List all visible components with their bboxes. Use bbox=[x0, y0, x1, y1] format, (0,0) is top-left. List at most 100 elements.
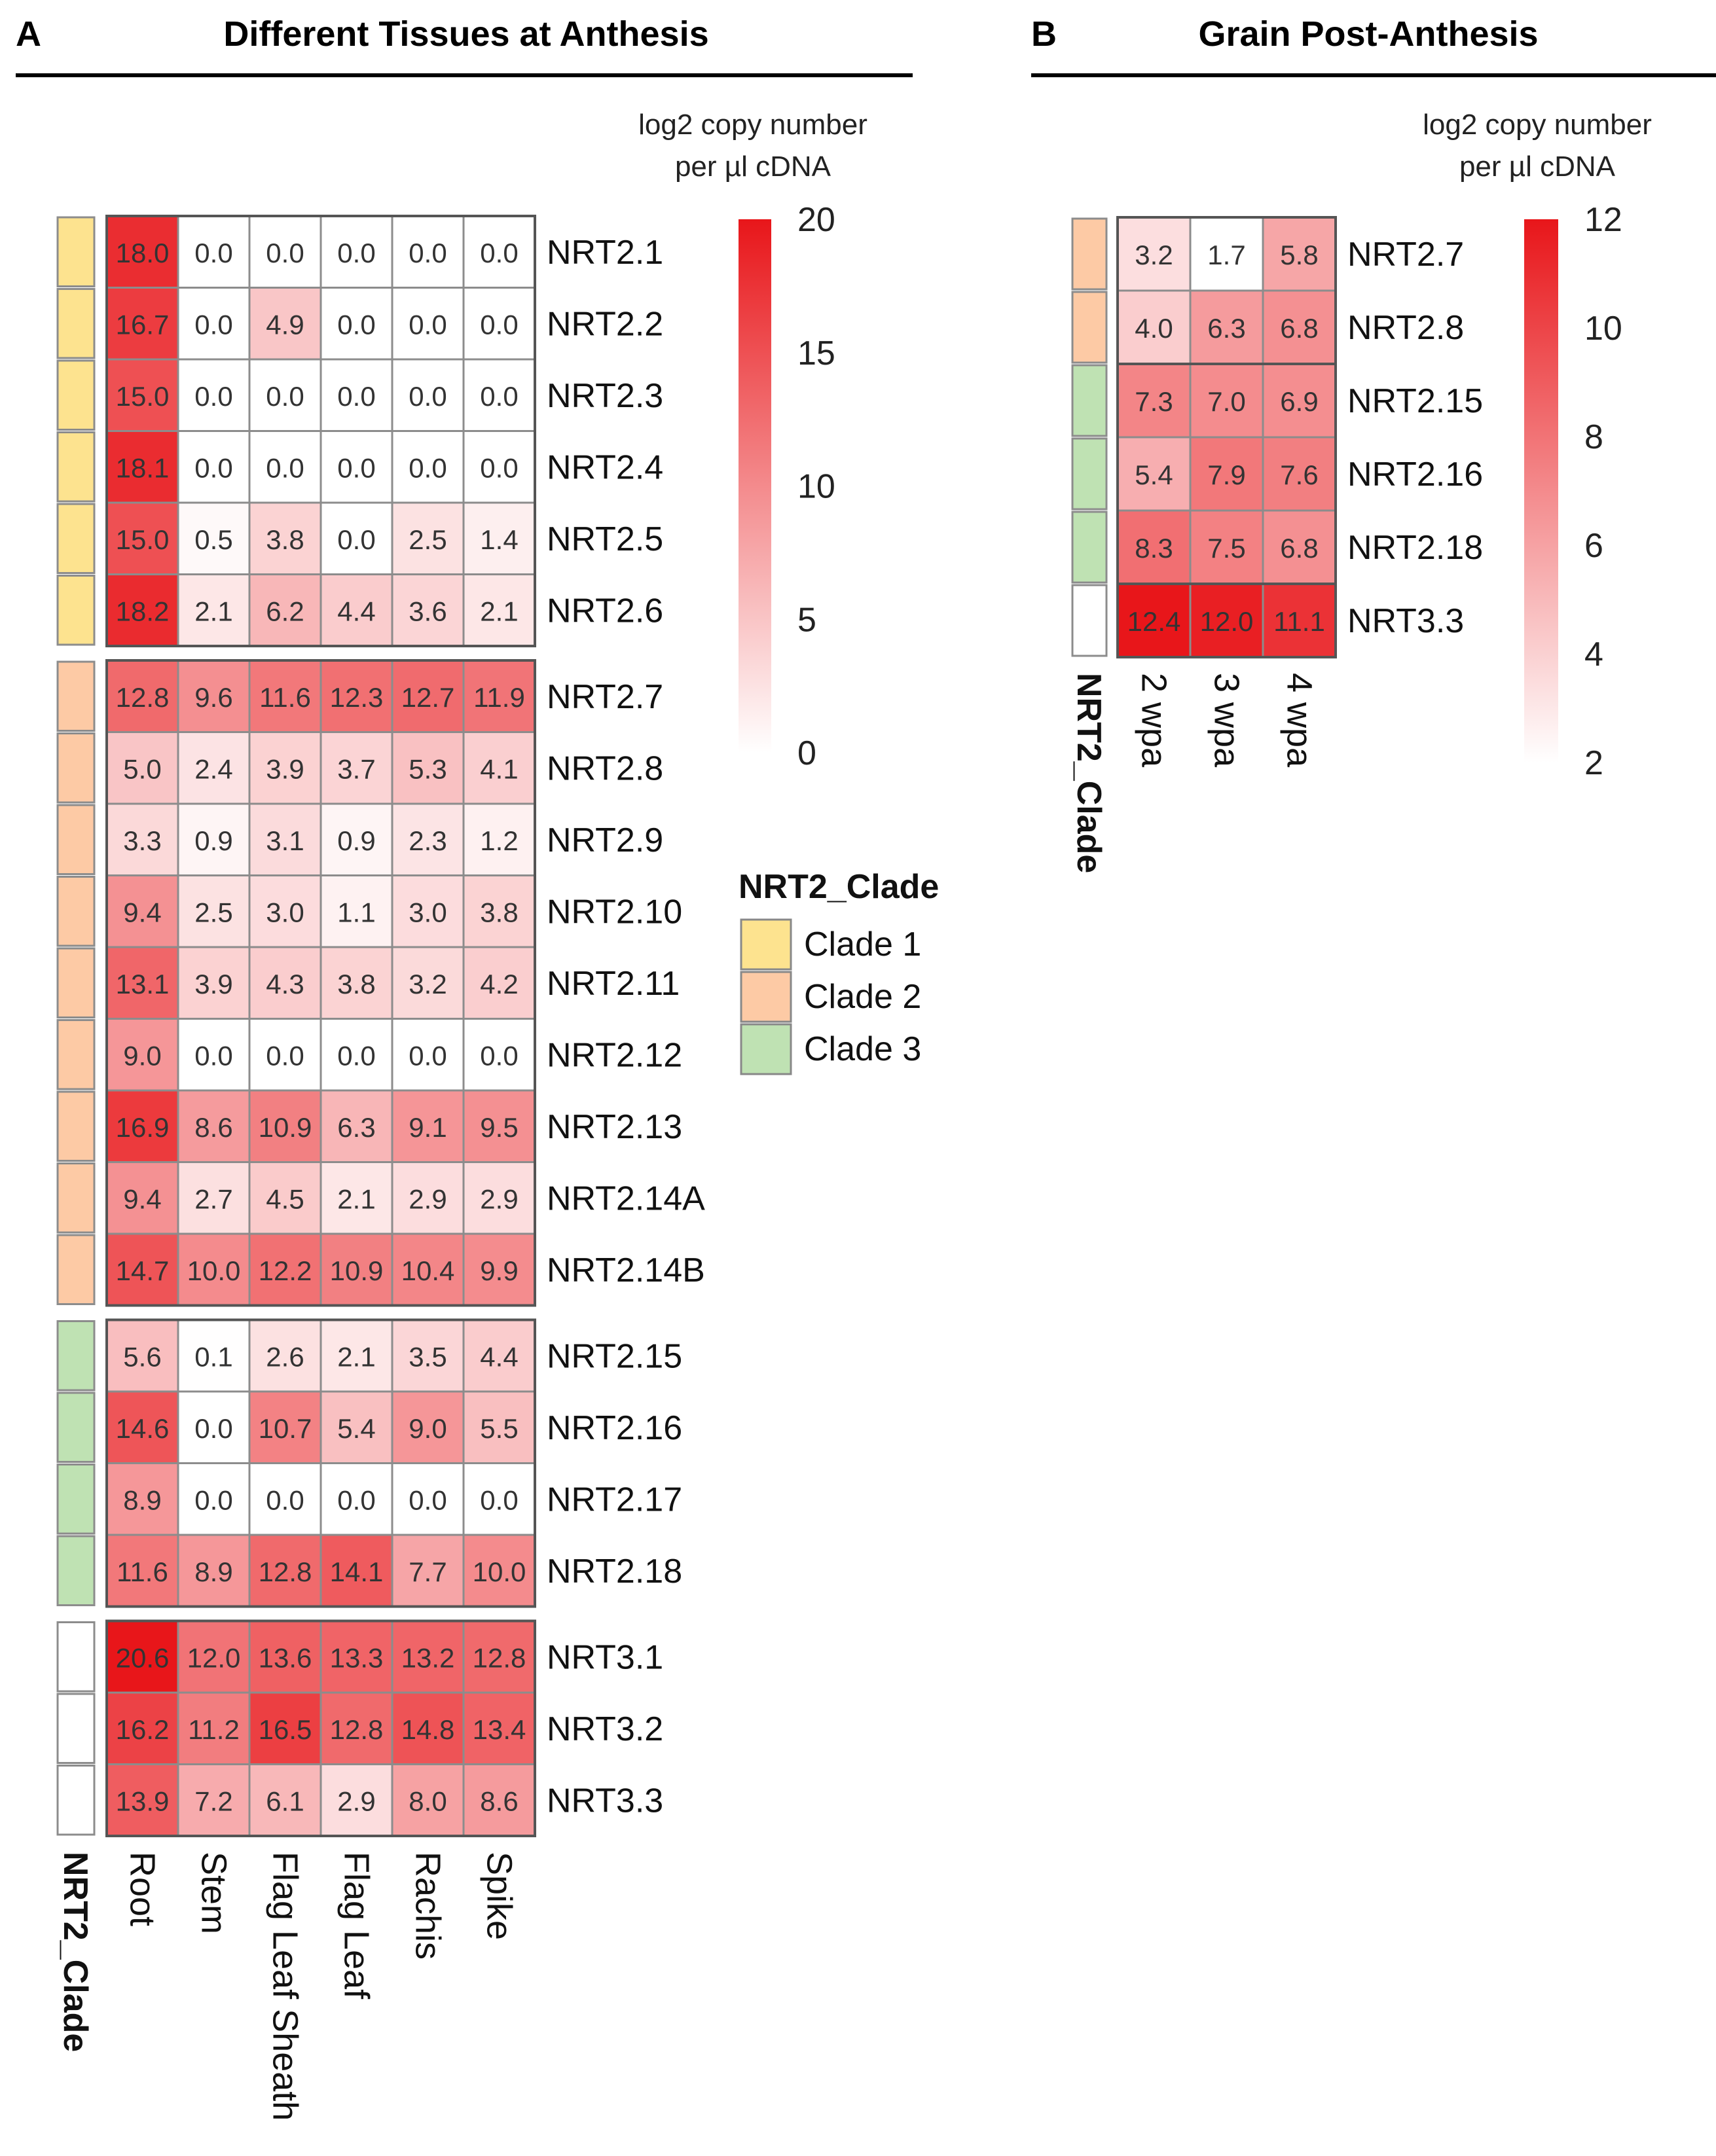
cell-value-label: 10.0 bbox=[187, 1255, 241, 1286]
cell-value-label: 6.3 bbox=[337, 1112, 375, 1143]
row-label: NRT2.10 bbox=[547, 893, 682, 931]
cell-value-label: 7.2 bbox=[194, 1786, 232, 1816]
heatmap-cell bbox=[462, 1691, 536, 1765]
clade-annotation-cell bbox=[56, 216, 96, 287]
cell-value-label: 1.2 bbox=[480, 825, 518, 856]
heatmap-cell bbox=[105, 287, 179, 361]
cell-value-label: 3.8 bbox=[266, 524, 304, 555]
cell-value-label: 10.9 bbox=[330, 1255, 384, 1286]
cell-value-label: 7.3 bbox=[1135, 386, 1173, 417]
clade-annotation-cell bbox=[1071, 511, 1108, 584]
clade-annotation-cell bbox=[56, 1234, 96, 1305]
clade-legend-swatch bbox=[740, 1023, 792, 1075]
heatmap-cell bbox=[105, 1691, 179, 1765]
heatmap-cell bbox=[391, 1691, 465, 1765]
cell-value-label: 7.9 bbox=[1207, 459, 1245, 490]
row-label: NRT2.7 bbox=[1347, 236, 1464, 274]
cell-value-label: 7.5 bbox=[1207, 533, 1245, 564]
cell-value-label: 0.0 bbox=[337, 238, 375, 268]
cell-value-label: 0.0 bbox=[409, 1040, 447, 1071]
row-label: NRT2.18 bbox=[1347, 529, 1483, 567]
cell-value-label: 2.5 bbox=[409, 524, 447, 555]
cell-value-label: 8.0 bbox=[409, 1786, 447, 1816]
row-label: NRT2.4 bbox=[547, 448, 663, 486]
cell-value-label: 2.1 bbox=[337, 1341, 375, 1372]
heatmap-cell bbox=[177, 1534, 251, 1608]
row-group-border bbox=[105, 659, 536, 1307]
clade-annotation-cell bbox=[56, 359, 96, 431]
colorbar-tick-label: 20 bbox=[797, 201, 835, 239]
cell-value-label: 14.6 bbox=[116, 1413, 170, 1444]
cell-value-label: 9.6 bbox=[194, 682, 232, 713]
panel-title: Different Tissues at Anthesis bbox=[223, 14, 708, 54]
cell-value-label: 3.5 bbox=[409, 1341, 447, 1372]
cell-value-label: 13.4 bbox=[473, 1714, 526, 1745]
column-label: 2 wpa bbox=[1135, 673, 1174, 768]
cell-value-label: 1.7 bbox=[1207, 240, 1245, 270]
cell-value-label: 2.7 bbox=[194, 1183, 232, 1214]
clade-annotation-cell bbox=[56, 732, 96, 804]
heatmap-cell bbox=[105, 659, 179, 733]
heatmap-cell bbox=[391, 1161, 465, 1235]
heatmap-cell bbox=[248, 1763, 322, 1837]
cell-value-label: 5.8 bbox=[1280, 240, 1318, 270]
colorbar-tick-label: 5 bbox=[797, 601, 816, 639]
cell-value-label: 12.2 bbox=[259, 1255, 312, 1286]
cell-value-label: 18.1 bbox=[116, 452, 170, 483]
clade-legend: NRT2_Clade Clade 1 Clade 2 Clade 3 bbox=[739, 868, 939, 1075]
cell-value-label: 0.0 bbox=[266, 452, 304, 483]
clade-legend-label: Clade 1 bbox=[804, 925, 921, 963]
heatmap-cell bbox=[391, 1089, 465, 1163]
colorbar-title-line1: log2 copy number bbox=[1423, 109, 1652, 141]
heatmap-cell bbox=[319, 1534, 393, 1608]
cell-value-label: 13.3 bbox=[330, 1642, 384, 1673]
clade-legend-label: Clade 3 bbox=[804, 1030, 921, 1068]
colorbar-tick-label: 6 bbox=[1584, 527, 1603, 565]
clade-annotation-cell bbox=[56, 1090, 96, 1162]
cell-value-label: 14.1 bbox=[330, 1556, 384, 1587]
clade-annotation-title: NRT2_Clade bbox=[56, 1852, 94, 2052]
cell-value-label: 15.0 bbox=[116, 524, 170, 555]
cell-value-label: 5.4 bbox=[1135, 459, 1173, 490]
cell-value-label: 7.0 bbox=[1207, 386, 1245, 417]
row-label: NRT3.3 bbox=[547, 1782, 663, 1820]
heatmap-cell bbox=[105, 430, 179, 504]
clade-annotation-cell bbox=[56, 1621, 96, 1693]
heatmap-cell bbox=[391, 1763, 465, 1837]
colorbar-title-line2: per µl cDNA bbox=[1459, 151, 1616, 183]
cell-value-label: 16.9 bbox=[116, 1112, 170, 1143]
cell-value-label: 9.1 bbox=[409, 1112, 447, 1143]
heatmap-cell bbox=[462, 874, 536, 948]
cell-value-label: 0.0 bbox=[337, 381, 375, 412]
clade-annotation-cell bbox=[56, 575, 96, 646]
heatmap-cell bbox=[319, 501, 393, 575]
heatmap-cell bbox=[1189, 509, 1264, 585]
cell-value-label: 11.2 bbox=[188, 1714, 240, 1745]
cell-value-label: 2.4 bbox=[194, 753, 232, 784]
heatmap-cell bbox=[105, 1763, 179, 1837]
heatmap-cell bbox=[177, 1161, 251, 1235]
heatmap-cell bbox=[248, 358, 322, 432]
row-label: NRT2.5 bbox=[547, 520, 663, 558]
heatmap-cell bbox=[319, 802, 393, 876]
clade-annotation-cell bbox=[56, 1535, 96, 1606]
cell-value-label: 0.0 bbox=[194, 381, 232, 412]
heatmap-cell bbox=[391, 430, 465, 504]
clade-annotation-cell bbox=[56, 1392, 96, 1463]
clade-annotation-title: NRT2_Clade bbox=[1070, 673, 1108, 873]
heatmap-cell bbox=[248, 1089, 322, 1163]
cell-value-label: 3.9 bbox=[266, 753, 304, 784]
cell-value-label: 8.3 bbox=[1135, 533, 1173, 564]
cell-value-label: 6.8 bbox=[1280, 313, 1318, 344]
row-label: NRT2.14A bbox=[547, 1179, 705, 1217]
cell-value-label: 0.0 bbox=[337, 524, 375, 555]
heatmap-cell bbox=[177, 946, 251, 1020]
cell-value-label: 12.8 bbox=[330, 1714, 384, 1745]
cell-value-label: 20.6 bbox=[116, 1642, 170, 1673]
cell-value-label: 10.0 bbox=[473, 1556, 526, 1587]
panel-label: A bbox=[16, 14, 41, 54]
cell-value-label: 10.9 bbox=[259, 1112, 312, 1143]
cell-value-label: 2.9 bbox=[409, 1183, 447, 1214]
heatmap-cell bbox=[1262, 363, 1337, 439]
cell-value-label: 3.9 bbox=[194, 969, 232, 999]
